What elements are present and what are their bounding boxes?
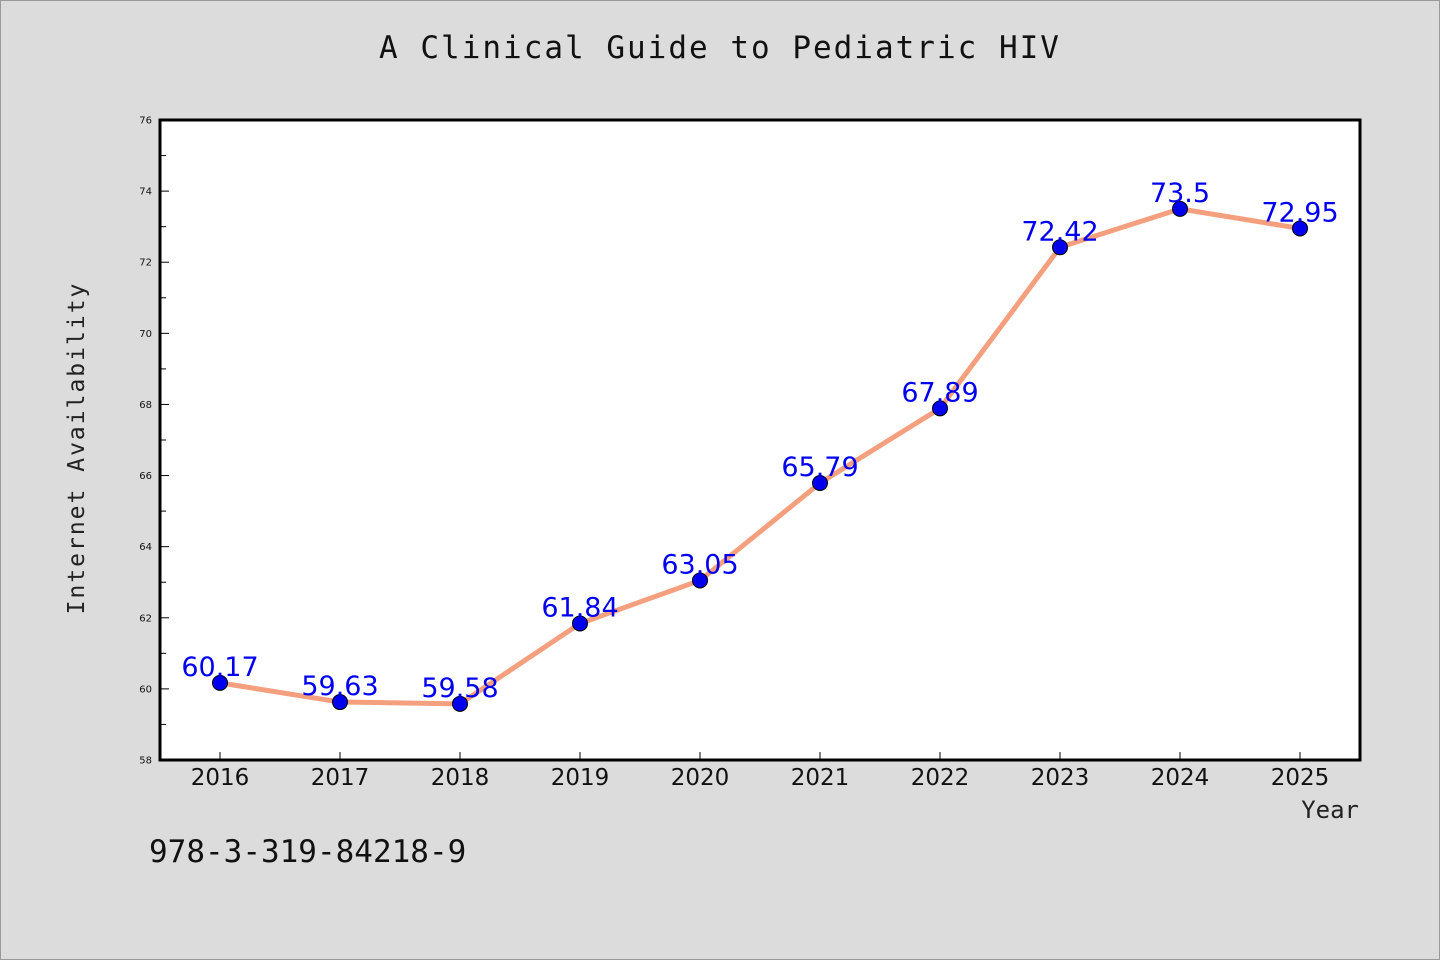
y-tick-label: 60 [139,684,152,695]
data-point [812,475,828,492]
y-tick-label: 64 [139,542,152,553]
y-tick-label: 74 [139,187,152,198]
data-point [692,572,708,589]
y-tick-label: 76 [139,116,152,127]
plot-area [158,118,1362,762]
data-point [572,615,588,632]
series-line [217,206,1303,707]
y-tick-label: 68 [139,400,152,411]
x-tick-label: 2018 [431,765,490,791]
y-tick-label: 70 [139,329,152,340]
data-label: 61.84 [541,592,618,623]
data-label: 72.95 [1261,197,1338,228]
data-label: 60.17 [181,652,258,683]
data-point [1052,239,1068,256]
data-label: 65.79 [781,452,858,483]
data-point [1292,220,1308,237]
y-tick-label: 58 [139,756,152,767]
data-point [1172,200,1188,217]
data-label: 59.58 [421,673,498,704]
data-label: 63.05 [661,549,738,580]
x-tick-label: 2024 [1151,765,1210,791]
data-label: 72.42 [1021,216,1098,247]
y-tick-label: 66 [139,471,152,482]
x-tick-label: 2016 [191,765,250,791]
data-point [452,695,468,712]
x-tick-label: 2023 [1031,765,1090,791]
x-tick-label: 2019 [551,765,610,791]
data-point [212,674,228,691]
data-point [332,694,348,711]
data-label: 73.5 [1150,178,1210,209]
x-tick-label: 2022 [911,765,970,791]
x-tick-label: 2020 [671,765,730,791]
x-tick-label: 2025 [1271,765,1330,791]
x-axis-label: Year [1301,796,1359,824]
data-label: 67.89 [901,377,978,408]
data-point [932,400,948,417]
x-tick-label: 2021 [791,765,850,791]
chart-title: A Clinical Guide to Pediatric HIV [379,30,1061,66]
data-label: 59.63 [301,671,378,702]
y-tick-label: 72 [139,258,152,269]
x-tick-label: 2017 [311,765,370,791]
isbn-footnote: 978-3-319-84218-9 [149,834,467,870]
y-tick-label: 62 [139,613,152,624]
